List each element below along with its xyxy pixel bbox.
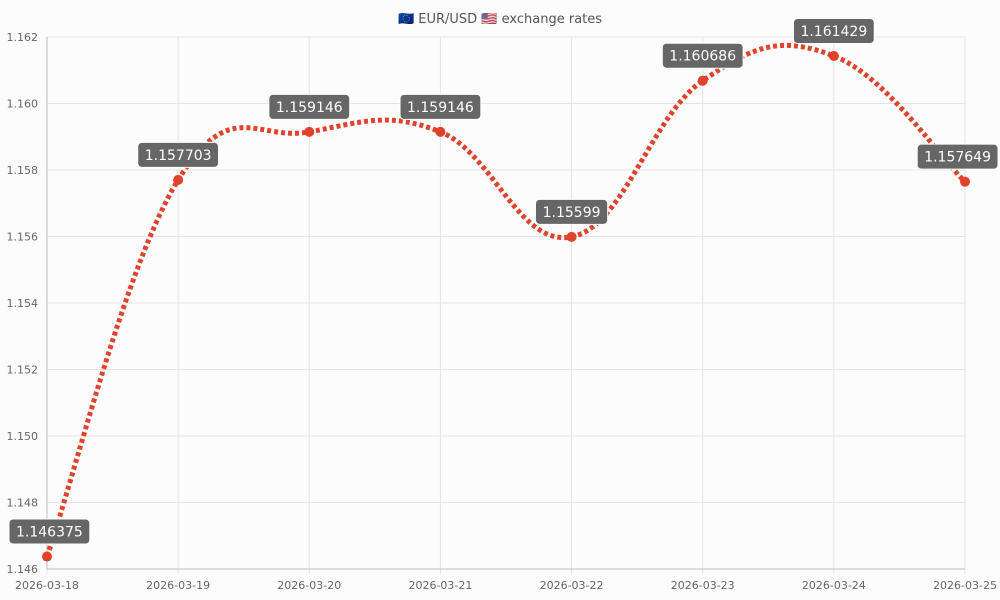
x-tick-label: 2026-03-18 (15, 579, 79, 592)
data-point (697, 75, 708, 86)
x-tick-label: 2026-03-19 (146, 579, 210, 592)
series-line (44, 42, 967, 558)
data-point (566, 231, 577, 242)
y-tick-label: 1.156 (7, 231, 39, 244)
chart-title: 🇪🇺 EUR/USD 🇺🇸 exchange rates (398, 12, 602, 27)
y-tick-label: 1.160 (7, 98, 39, 111)
y-tick-label: 1.150 (7, 430, 39, 443)
data-label: 1.157649 (924, 150, 991, 166)
x-tick-label: 2026-03-25 (933, 579, 997, 592)
data-label: 1.157703 (145, 148, 212, 164)
data-label-box (916, 143, 999, 170)
data-label-box (8, 518, 91, 545)
data-point (304, 126, 315, 137)
data-label: 1.159146 (276, 100, 343, 116)
x-tick-label: 2026-03-23 (671, 579, 735, 592)
data-label-box (268, 93, 351, 120)
x-tick-label: 2026-03-24 (802, 579, 866, 592)
data-point (828, 50, 839, 61)
data-label: 1.160686 (669, 49, 736, 65)
x-tick-label: 2026-03-21 (408, 579, 472, 592)
data-point (42, 551, 52, 562)
data-label-box (792, 17, 875, 44)
data-label: 1.161429 (800, 24, 867, 40)
y-tick-label: 1.154 (7, 297, 39, 310)
x-tick-label: 2026-03-20 (277, 579, 341, 592)
x-tick-label: 2026-03-22 (540, 579, 604, 592)
y-tick-label: 1.152 (7, 364, 39, 377)
data-label: 1.146375 (16, 525, 83, 541)
y-tick-label: 1.148 (7, 497, 39, 510)
data-label-box (137, 141, 220, 168)
y-tick-label: 1.146 (7, 563, 39, 576)
data-label-box (399, 93, 482, 120)
data-point (435, 126, 446, 137)
data-label: 1.159146 (407, 100, 474, 116)
data-label-box (534, 198, 609, 225)
data-point (960, 176, 970, 187)
data-point (173, 174, 184, 185)
y-tick-label: 1.162 (7, 31, 39, 44)
data-label: 1.15599 (543, 205, 601, 221)
data-label-box (661, 42, 744, 69)
y-tick-label: 1.158 (7, 164, 39, 177)
